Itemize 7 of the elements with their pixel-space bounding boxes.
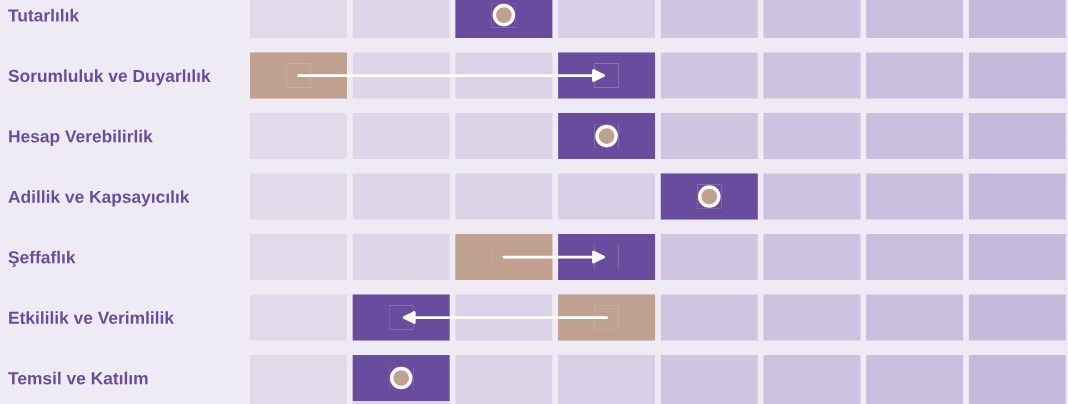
- y-tick-label: Hesap Verebilirlik: [9, 129, 153, 146]
- y-tick-label: Sorumluluk ve Duyarlılık: [8, 69, 211, 86]
- y-tick-label: Etkililik ve Verimlilik: [9, 311, 175, 324]
- y-tick-label: Adillik ve Kapsayıcılık: [8, 190, 190, 207]
- y-tick-label: Tutarlılık: [8, 8, 80, 22]
- y-tick-label: Temsil ve Katılım: [8, 371, 148, 385]
- y-tick-label: Şeffaflık: [8, 250, 76, 267]
